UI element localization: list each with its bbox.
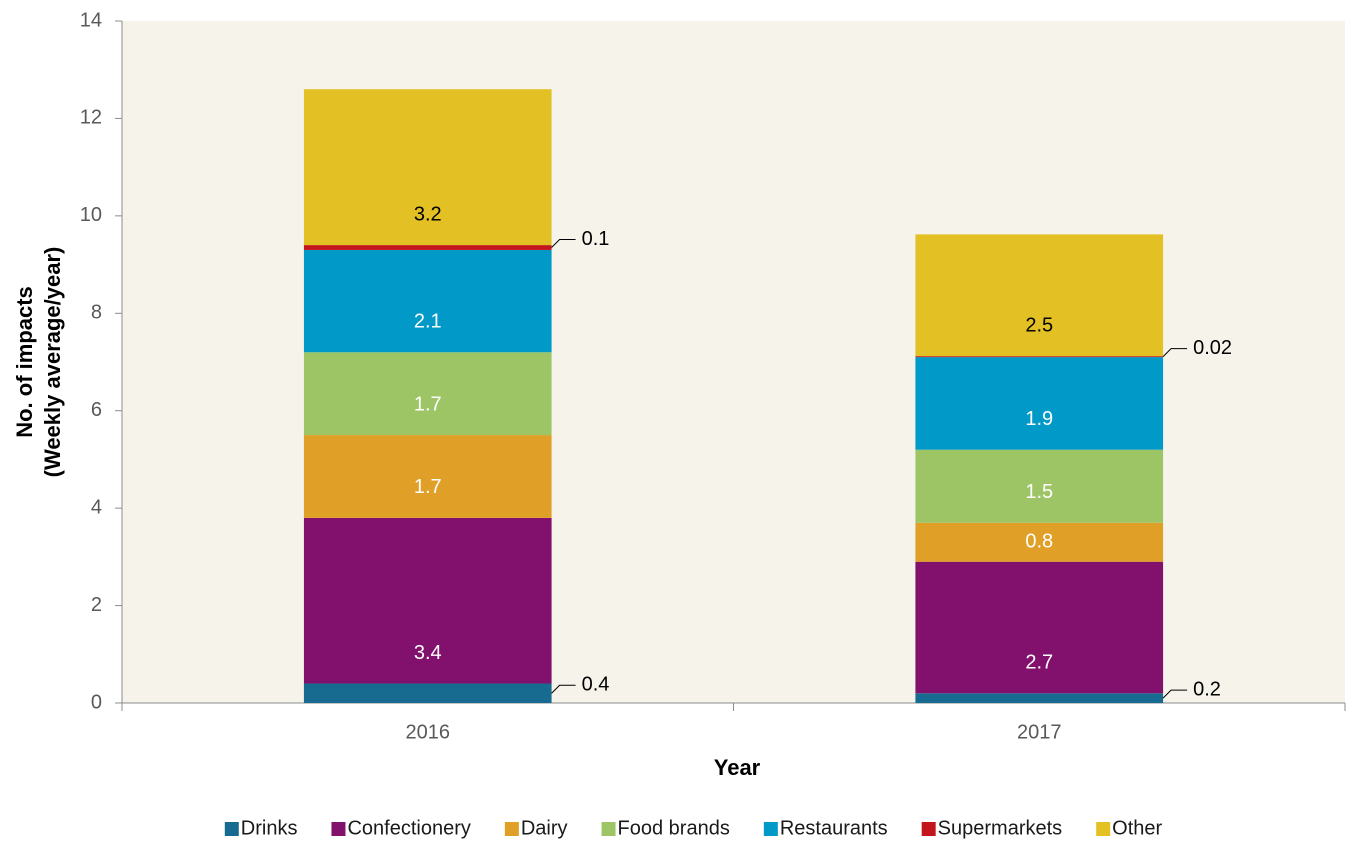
data-label: 1.7 (414, 476, 442, 498)
legend-swatch (763, 822, 778, 836)
y-tick-label: 2 (91, 594, 102, 616)
data-label: 0.8 (1025, 531, 1053, 553)
y-tick-label: 6 (91, 399, 102, 421)
bar-segment (303, 245, 552, 250)
y-tick-label: 4 (91, 496, 102, 518)
data-label: 0.02 (1193, 337, 1232, 359)
data-label: 2.1 (414, 311, 442, 333)
x-axis-title: Year (714, 755, 761, 780)
data-label: 1.9 (1025, 408, 1053, 430)
legend-swatch (504, 822, 519, 836)
data-label: 3.4 (414, 642, 442, 664)
bar-segment (915, 234, 1164, 357)
y-axis-title-line: No. of impacts (12, 286, 37, 438)
data-label: 0.2 (1193, 678, 1221, 700)
bar-segment (303, 517, 552, 684)
legend: Drinks Confectionery Dairy Food brands Resta… (224, 817, 1163, 839)
bar-segment (915, 561, 1164, 694)
bar-segment (303, 683, 552, 703)
y-tick-label: 10 (80, 204, 102, 226)
legend-label: Confectionery (347, 817, 470, 839)
bar-segment (915, 357, 1164, 450)
y-tick-label: 8 (91, 302, 102, 324)
leader-line (1162, 348, 1188, 357)
bar-segment (915, 356, 1164, 358)
legend-label: Restaurants (780, 817, 888, 839)
x-tick-label: 2017 (1017, 721, 1062, 743)
bar-segment (915, 449, 1164, 523)
data-label: 1.7 (414, 393, 442, 415)
data-label: 3.2 (414, 203, 442, 225)
data-label: 0.1 (582, 228, 610, 250)
legend-swatch (601, 822, 616, 836)
y-tick-label: 14 (80, 9, 102, 31)
leader-line (1162, 689, 1188, 699)
legend-label: Supermarkets (938, 817, 1063, 839)
y-axis-title-line: (Weekly average/year) (40, 247, 65, 478)
data-label: 2.5 (1025, 314, 1053, 336)
legend-swatch (331, 822, 346, 836)
data-label: 2.7 (1025, 652, 1053, 674)
legend-label: Other (1112, 817, 1162, 839)
data-label: 0.4 (582, 674, 610, 696)
y-axis-title: No. of impacts (Weekly average/year) (12, 247, 65, 478)
bar-segment (915, 693, 1164, 703)
bar-segment (303, 89, 552, 246)
bar-segment (303, 249, 552, 353)
legend-label: Drinks (241, 817, 298, 839)
y-tick-label: 12 (80, 107, 102, 129)
x-tick-label: 2016 (406, 721, 451, 743)
y-tick-label: 0 (91, 691, 102, 713)
bar-segment (303, 435, 552, 518)
bar-segment (303, 352, 552, 436)
legend-swatch (1096, 822, 1111, 836)
bar-segment (915, 522, 1164, 562)
leader-line (551, 239, 576, 248)
legend-swatch (921, 822, 936, 836)
data-label: 1.5 (1025, 481, 1053, 503)
legend-label: Dairy (521, 817, 568, 839)
legend-swatch (224, 822, 239, 836)
legend-label: Food brands (618, 817, 730, 839)
leader-line (551, 684, 576, 694)
